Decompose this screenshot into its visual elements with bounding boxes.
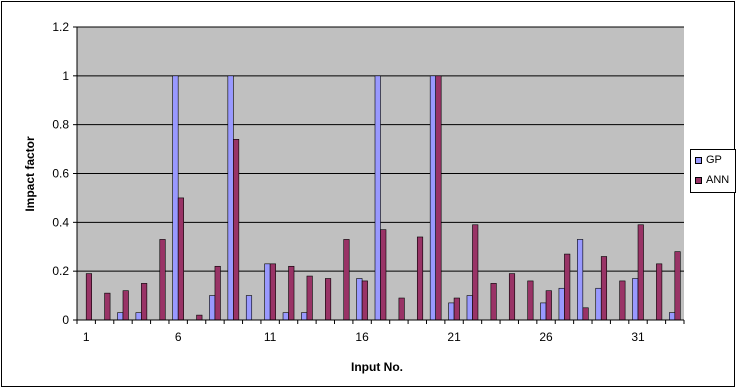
bar-ann xyxy=(177,197,184,321)
bar-gp xyxy=(301,312,308,321)
x-tick-label: 11 xyxy=(264,330,277,344)
x-tick-label: 16 xyxy=(355,330,369,344)
bar-ann xyxy=(122,290,129,321)
bar-ann xyxy=(343,239,350,321)
y-axis-label: Impact factor xyxy=(23,136,37,212)
bar-gp xyxy=(172,75,179,321)
bar-gp xyxy=(577,239,584,321)
bar-gp xyxy=(282,312,289,321)
bar-ann xyxy=(490,283,497,321)
bar-gp xyxy=(209,295,216,321)
bar-gp xyxy=(466,295,473,321)
bar-gp xyxy=(264,263,271,321)
bar-gp xyxy=(245,295,253,321)
x-tick-label: 6 xyxy=(175,330,182,344)
bar-ann xyxy=(233,139,240,321)
bar-gp xyxy=(374,75,381,321)
x-axis-label: Input No. xyxy=(351,360,403,374)
bar-ann xyxy=(361,280,368,321)
bar-ann xyxy=(674,251,681,321)
bar-gp xyxy=(429,75,436,321)
bar-ann xyxy=(637,224,644,321)
y-tick-label: 0 xyxy=(62,313,69,327)
bar-gp xyxy=(135,312,142,321)
bar-ann xyxy=(472,224,479,321)
plot-area xyxy=(77,26,684,321)
bar-ann xyxy=(306,275,313,321)
bar-ann xyxy=(214,265,221,321)
bar-gp xyxy=(632,278,639,321)
bar-ann xyxy=(508,273,516,321)
legend-label-gp: GP xyxy=(706,154,722,166)
bar-ann xyxy=(416,236,424,321)
x-tick-label: 31 xyxy=(631,330,645,344)
legend-swatch-ann xyxy=(695,177,702,184)
y-tick-label: 0.2 xyxy=(52,264,69,278)
bar-ann xyxy=(380,229,387,321)
y-tick-label: 1 xyxy=(62,69,69,83)
bar-ann xyxy=(582,307,589,321)
bar-ann xyxy=(527,280,534,321)
bar-ann xyxy=(288,265,295,321)
bar-ann xyxy=(325,278,332,321)
x-tick-label: 26 xyxy=(539,330,553,344)
bar-ann xyxy=(435,75,442,321)
bar-ann xyxy=(85,273,92,321)
bar-ann xyxy=(104,292,111,321)
bar-ann xyxy=(141,283,148,321)
bar-ann xyxy=(453,297,460,321)
bar-gp xyxy=(558,287,565,321)
legend: GP ANN xyxy=(690,149,736,193)
y-tick-label: 0.6 xyxy=(52,167,69,181)
bar-gp xyxy=(448,302,455,321)
bar-gp xyxy=(669,312,676,321)
bar-ann xyxy=(545,290,552,321)
bar-ann xyxy=(398,297,405,321)
x-tick-label: 1 xyxy=(83,330,90,344)
legend-label-ann: ANN xyxy=(706,174,730,186)
y-tick-label: 0.4 xyxy=(52,215,69,229)
legend-swatch-gp xyxy=(695,157,702,164)
bar-ann xyxy=(656,263,663,321)
y-tick-label: 0.8 xyxy=(52,118,69,132)
bar-gp xyxy=(117,312,124,321)
bar-gp xyxy=(540,302,547,321)
bar-gp xyxy=(227,75,234,321)
bar-gp xyxy=(356,278,363,321)
bar-ann xyxy=(600,256,608,321)
bar-ann xyxy=(619,280,626,321)
bar-ann xyxy=(564,253,571,321)
axes: 00.20.40.60.811.21 6 11 16 21 26 31 xyxy=(52,20,685,344)
bar-ann xyxy=(269,263,276,321)
x-tick-label: 21 xyxy=(447,330,461,344)
bar-ann xyxy=(196,314,203,321)
bar-ann xyxy=(159,239,166,321)
y-tick-label: 1.2 xyxy=(52,20,69,34)
bar-gp xyxy=(595,287,602,321)
